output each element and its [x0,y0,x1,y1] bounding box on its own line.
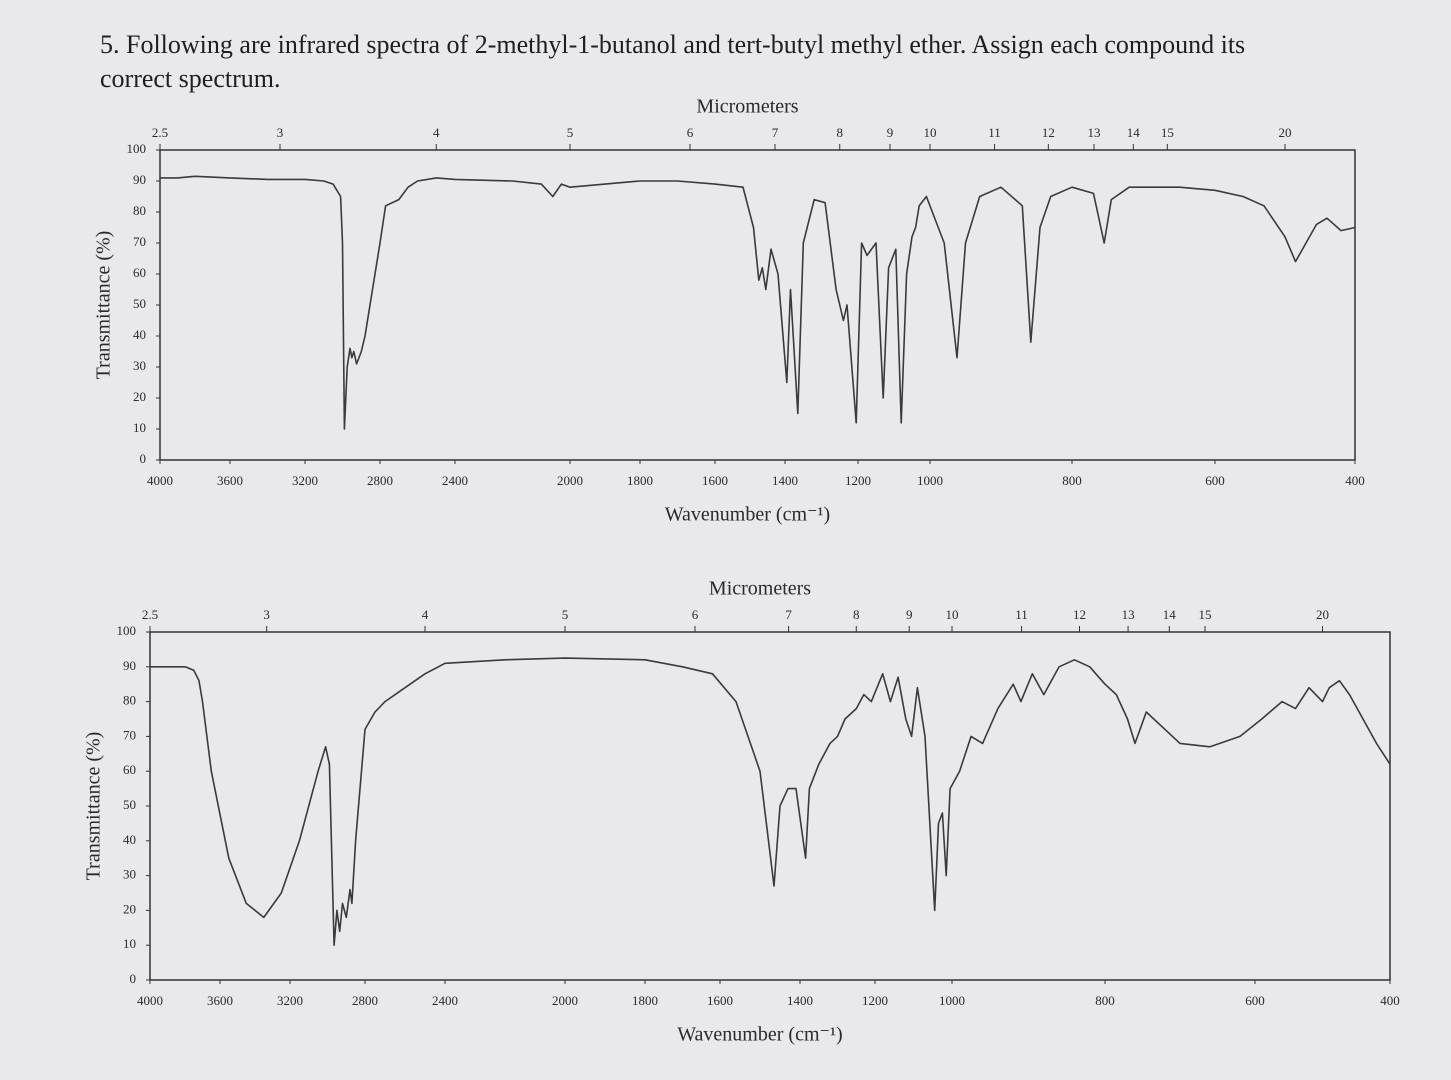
spectrum-line [150,657,1391,946]
y-tick-label: 90 [133,172,146,187]
plot-frame [159,149,1356,461]
x-tick-label: 2000 [552,993,578,1008]
y-tick-label: 30 [123,867,136,882]
x-tick-label: 2800 [367,473,393,488]
y-tick-label: 20 [123,901,136,916]
x-axis-label: Wavenumber (cm⁻¹) [677,1024,842,1046]
x-tick-label: 1400 [787,993,813,1008]
x-tick-label: 1000 [939,993,965,1008]
y-tick-label: 10 [123,936,136,951]
top-tick-label: 14 [1163,607,1177,622]
y-axis-label: Transmittance (%) [93,231,115,380]
x-tick-label: 1600 [707,993,733,1008]
y-tick-label: 80 [133,203,146,218]
x-tick-label: 1000 [917,473,943,488]
x-tick-label: 2800 [352,993,378,1008]
top-tick-label: 4 [422,607,429,622]
top-tick-label: 13 [1122,607,1135,622]
top-tick-label: 8 [853,607,860,622]
x-tick-label: 3600 [207,993,233,1008]
x-tick-label: 4000 [147,473,173,488]
y-tick-label: 60 [123,762,136,777]
y-tick-label: 40 [133,327,146,342]
x-tick-label: 800 [1062,473,1082,488]
y-tick-label: 50 [133,296,146,311]
x-tick-label: 800 [1095,993,1115,1008]
x-tick-label: 2000 [557,473,583,488]
y-tick-label: 80 [123,693,136,708]
y-tick-label: 60 [133,265,146,280]
top-axis-label: Micrometers [709,578,811,600]
top-tick-label: 9 [887,125,894,140]
y-tick-label: 0 [130,971,137,986]
x-axis-label: Wavenumber (cm⁻¹) [665,504,830,526]
x-tick-label: 2400 [442,473,468,488]
top-tick-label: 2.5 [142,607,158,622]
y-tick-label: 10 [133,420,146,435]
x-tick-label: 1800 [627,473,653,488]
y-tick-label: 50 [123,797,136,812]
y-tick-label: 20 [133,389,146,404]
top-tick-label: 8 [837,125,844,140]
question-text: 5. Following are infrared spectra of 2-m… [100,30,1246,93]
y-axis-label: Transmittance (%) [83,732,105,881]
top-tick-label: 5 [567,125,574,140]
x-tick-label: 600 [1245,993,1265,1008]
top-tick-label: 20 [1279,125,1292,140]
x-tick-label: 600 [1205,473,1225,488]
top-tick-label: 10 [924,125,937,140]
y-tick-label: 30 [133,358,146,373]
top-tick-label: 9 [906,607,913,622]
top-tick-label: 20 [1316,607,1329,622]
y-tick-label: 0 [140,451,147,466]
x-tick-label: 400 [1380,993,1400,1008]
x-tick-label: 4000 [137,993,163,1008]
x-tick-label: 1400 [772,473,798,488]
x-tick-label: 3600 [217,473,243,488]
top-tick-label: 7 [785,607,792,622]
x-tick-label: 1800 [632,993,658,1008]
top-tick-label: 15 [1161,125,1174,140]
top-tick-label: 7 [772,125,779,140]
top-tick-label: 10 [946,607,959,622]
top-tick-label: 4 [433,125,440,140]
top-tick-label: 6 [687,125,694,140]
x-tick-label: 3200 [277,993,303,1008]
top-tick-label: 6 [692,607,699,622]
x-tick-label: 1200 [862,993,888,1008]
x-tick-label: 400 [1345,473,1365,488]
top-tick-label: 2.5 [152,125,168,140]
y-tick-label: 70 [123,727,136,742]
top-tick-label: 14 [1127,125,1141,140]
top-tick-label: 3 [277,125,284,140]
spectrum-line [160,175,1356,430]
top-tick-label: 11 [988,125,1001,140]
x-tick-label: 1200 [845,473,871,488]
y-tick-label: 70 [133,234,146,249]
x-tick-label: 1600 [702,473,728,488]
y-tick-label: 100 [127,141,147,156]
top-tick-label: 5 [562,607,569,622]
y-tick-label: 40 [123,832,136,847]
top-tick-label: 3 [263,607,270,622]
top-tick-label: 15 [1199,607,1212,622]
y-tick-label: 100 [117,623,137,638]
x-tick-label: 3200 [292,473,318,488]
top-tick-label: 12 [1042,125,1055,140]
top-tick-label: 13 [1088,125,1101,140]
top-axis-label: Micrometers [696,96,798,118]
top-tick-label: 12 [1073,607,1086,622]
top-tick-label: 11 [1015,607,1028,622]
x-tick-label: 2400 [432,993,458,1008]
y-tick-label: 90 [123,658,136,673]
